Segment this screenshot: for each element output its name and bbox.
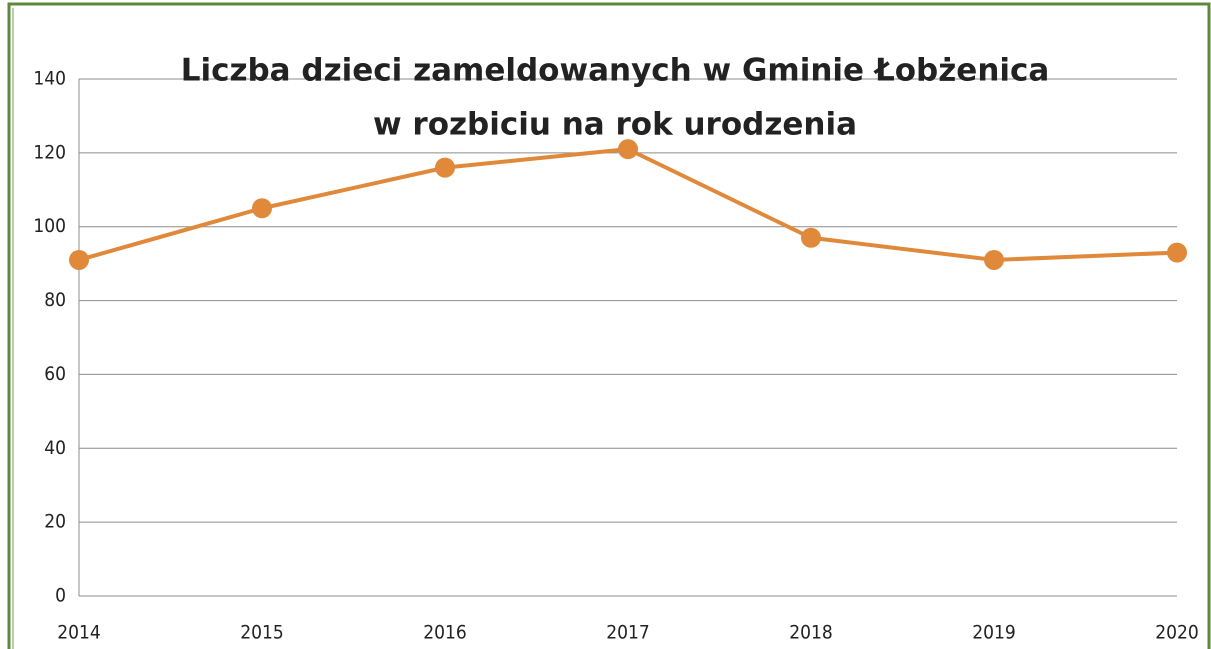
y-tick-label: 0	[55, 585, 66, 607]
chart-title: Liczba dzieci zameldowanych w Gminie Łob…	[181, 53, 1050, 89]
x-tick-label: 2016	[423, 622, 467, 644]
y-tick-label: 80	[44, 289, 66, 311]
point	[252, 198, 272, 219]
chart-title: w rozbiciu na rok urodzenia	[373, 107, 857, 143]
x-tick-label: 2017	[606, 622, 650, 644]
point	[69, 249, 89, 270]
y-tick-label: 20	[44, 511, 66, 533]
point	[984, 249, 1004, 270]
x-tick-label: 2014	[57, 622, 101, 644]
y-tick-label: 40	[44, 437, 66, 459]
point	[618, 139, 638, 160]
y-tick-label: 120	[33, 141, 66, 163]
chart-frame	[7, 2, 1211, 649]
point	[1167, 242, 1187, 263]
point	[801, 227, 821, 248]
point	[435, 157, 455, 178]
x-tick-label: 2015	[240, 622, 284, 644]
y-tick-label: 100	[33, 215, 66, 237]
y-tick-label: 60	[44, 363, 66, 385]
x-tick-label: 2020	[1155, 622, 1199, 644]
x-tick-label: 2019	[972, 622, 1016, 644]
y-tick-label: 140	[33, 68, 66, 90]
x-tick-label: 2018	[789, 622, 833, 644]
